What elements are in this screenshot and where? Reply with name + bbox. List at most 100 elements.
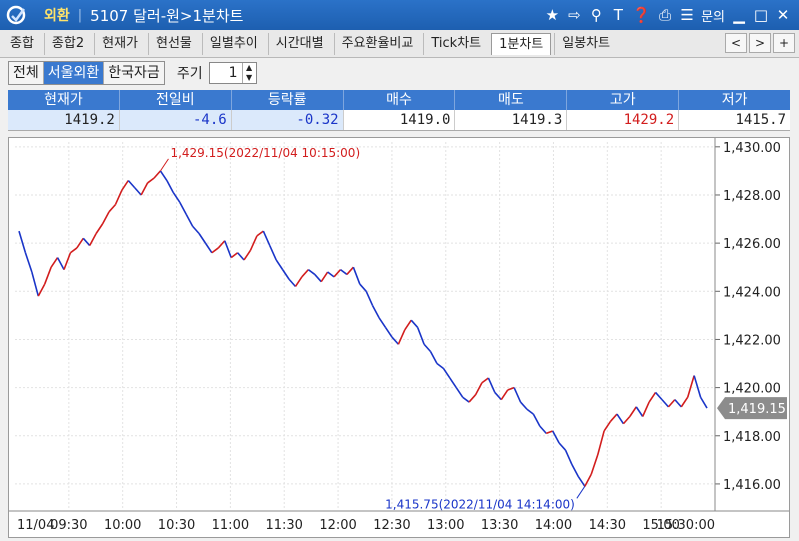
tab-next-button[interactable]: > <box>749 33 771 53</box>
price-segment <box>198 233 207 244</box>
y-tick-label: 1,416.00 <box>723 478 781 493</box>
y-tick-label: 1,420.00 <box>723 382 781 397</box>
tab-add-button[interactable]: + <box>773 33 795 53</box>
tab-time-period[interactable]: 시간대별 <box>267 32 331 55</box>
maximize-icon[interactable]: □ <box>753 6 769 24</box>
price-segment <box>108 204 117 213</box>
price-segment <box>513 387 522 403</box>
app-logo-icon <box>4 4 30 26</box>
price-segment <box>507 386 515 391</box>
star-icon[interactable]: ★ <box>545 6 560 24</box>
period-value: 1 <box>228 65 238 81</box>
tab-prev-button[interactable]: < <box>725 33 747 53</box>
price-segment <box>616 413 625 425</box>
price-segment <box>82 237 91 247</box>
stepper-up-icon[interactable]: ▲ <box>246 63 253 72</box>
price-segment <box>661 399 670 408</box>
price-segment <box>24 252 33 273</box>
window-tools: ★ ⇨ ⚲ T ❓ ⎙ ☰ 문의 ▁ □ ✕ <box>544 0 791 30</box>
price-segment <box>269 245 277 261</box>
price-segment <box>134 187 142 196</box>
price-segment <box>526 408 534 415</box>
x-tick-label: 11/04 <box>17 518 54 533</box>
text-icon[interactable]: T <box>613 6 623 24</box>
toolbar: 전체 서울외환 한국자금 주기 1 ▲ ▼ <box>0 58 799 88</box>
price-segment <box>404 319 412 331</box>
price-segment <box>192 225 200 235</box>
price-segment <box>596 430 605 456</box>
price-chart[interactable]: 1,430.00 1,428.00 1,426.00 1,424.00 1,422.00… <box>8 137 790 538</box>
price-segment <box>551 430 560 444</box>
price-segment <box>487 377 496 393</box>
price-segment <box>89 233 97 246</box>
price-segment <box>693 375 702 398</box>
minimize-icon[interactable]: ▁ <box>733 6 745 24</box>
price-segment <box>140 182 149 196</box>
value-low: 1415.7 <box>735 112 787 128</box>
y-tick-label: 1,422.00 <box>723 333 781 348</box>
price-segment <box>307 268 316 276</box>
price-segment <box>481 377 489 384</box>
header-high: 고가 <box>567 90 680 110</box>
link-icon[interactable]: ⚲ <box>590 6 602 24</box>
price-segment <box>455 387 464 398</box>
price-segment <box>114 189 123 205</box>
price-segment <box>159 170 168 181</box>
print-icon[interactable]: ⎙ <box>659 6 672 24</box>
low-annotation: 1,415.75(2022/11/04 14:14:00) <box>385 497 575 511</box>
y-tick-label: 1,428.00 <box>723 189 781 204</box>
tab-1min-chart[interactable]: 1분차트 <box>491 32 552 55</box>
help-icon[interactable]: ❓ <box>632 6 652 24</box>
close-icon[interactable]: ✕ <box>776 6 790 24</box>
tab-summary2[interactable]: 종합2 <box>43 32 91 55</box>
value-change: -4.6 <box>119 110 232 130</box>
price-segment <box>281 269 290 280</box>
value-high: 1429.2 <box>567 110 680 130</box>
price-segment <box>301 269 309 278</box>
y-tick-label: 1,430.00 <box>723 141 781 156</box>
tab-tick-chart[interactable]: Tick차트 <box>423 32 488 55</box>
price-segment <box>449 377 457 389</box>
tab-daily-trend[interactable]: 일별추이 <box>201 32 265 55</box>
x-tick-label: 12:30 <box>373 518 410 533</box>
tab-current-price[interactable]: 현재가 <box>94 32 145 55</box>
list-icon[interactable]: ☰ <box>680 6 694 24</box>
segment-all[interactable]: 전체 <box>9 62 44 84</box>
high-marker-arrow <box>160 158 169 172</box>
price-segment <box>76 237 84 249</box>
y-tick-label: 1,418.00 <box>723 430 781 445</box>
price-segment <box>378 317 387 328</box>
price-segment <box>423 343 432 353</box>
price-segment <box>288 278 297 288</box>
price-segment <box>429 351 438 364</box>
tab-spot-futures[interactable]: 현선물 <box>148 32 199 55</box>
menu-inquiry[interactable]: 문의 <box>701 9 725 25</box>
price-segment <box>294 276 303 287</box>
price-segment <box>468 394 477 403</box>
x-tick-label: 15:30:00 <box>657 518 715 533</box>
period-input[interactable]: 1 ▲ ▼ <box>208 62 257 84</box>
price-segment <box>101 211 110 225</box>
tab-major-fx[interactable]: 주요환율비교 <box>333 32 421 55</box>
low-marker-arrow <box>576 486 586 499</box>
header-ask: 매도 <box>455 90 568 110</box>
export-icon[interactable]: ⇨ <box>568 6 581 24</box>
segment-seoul-fx[interactable]: 서울외환 <box>43 62 105 84</box>
window-title: 5107 달러-원>1분차트 <box>90 6 244 25</box>
tab-daily-chart[interactable]: 일봉차트 <box>554 32 617 55</box>
price-segment <box>494 391 502 401</box>
tab-summary[interactable]: 종합 <box>10 35 34 51</box>
price-segment <box>648 391 657 403</box>
tab-navigation: < > + <box>725 33 795 53</box>
current-price-tag <box>717 397 787 420</box>
price-segment <box>127 179 136 189</box>
stepper-down-icon[interactable]: ▼ <box>246 73 253 82</box>
price-segment <box>384 326 393 338</box>
period-stepper[interactable]: ▲ ▼ <box>241 63 256 83</box>
segment-korea-money[interactable]: 한국자금 <box>104 62 164 84</box>
x-tick-label: 09:30 <box>50 518 87 533</box>
price-segment <box>667 399 676 408</box>
price-segment <box>391 336 399 345</box>
y-tick-label: 1,426.00 <box>723 237 781 252</box>
header-change-rate: 등락률 <box>232 90 344 110</box>
